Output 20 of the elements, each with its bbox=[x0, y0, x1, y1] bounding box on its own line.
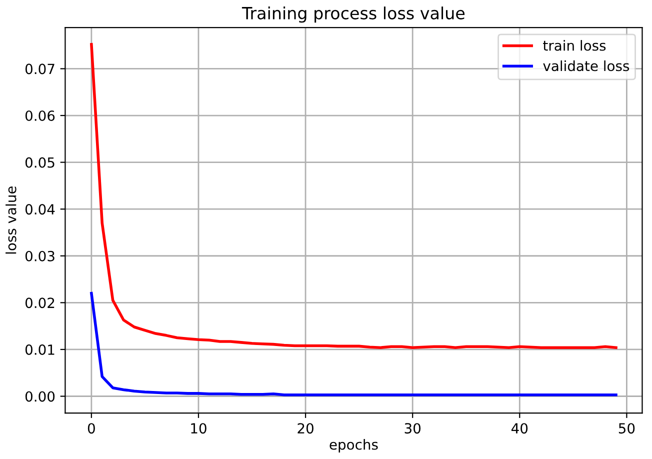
x-tick-label: 0 bbox=[88, 423, 95, 434]
line-series bbox=[90, 292, 618, 396]
y-tick-label: 0.03 bbox=[25, 250, 54, 262]
x-tick-label: 10 bbox=[191, 423, 206, 434]
y-tick-label: 0.07 bbox=[25, 64, 54, 74]
x-tick-label: 20 bbox=[298, 423, 314, 434]
y-tick-label: 0.00 bbox=[25, 391, 55, 402]
x-tick-label: 50 bbox=[618, 423, 635, 434]
y-tick-label: 0.05 bbox=[25, 157, 54, 168]
y-tick-label: 0.02 bbox=[25, 298, 54, 308]
legend-label: train loss bbox=[543, 40, 606, 51]
legend-label: validate loss bbox=[543, 60, 630, 72]
y-tick-label: 0.04 bbox=[25, 204, 55, 215]
y-tick-label: 0.01 bbox=[25, 344, 54, 355]
y-axis-title: loss value bbox=[6, 186, 16, 254]
chart-title: Training process loss value bbox=[242, 6, 465, 23]
x-axis-title: epochs bbox=[330, 439, 378, 452]
x-tick-label: 30 bbox=[404, 423, 421, 434]
x-tick-label: 40 bbox=[511, 423, 528, 434]
y-tick-label: 0.06 bbox=[25, 110, 55, 121]
